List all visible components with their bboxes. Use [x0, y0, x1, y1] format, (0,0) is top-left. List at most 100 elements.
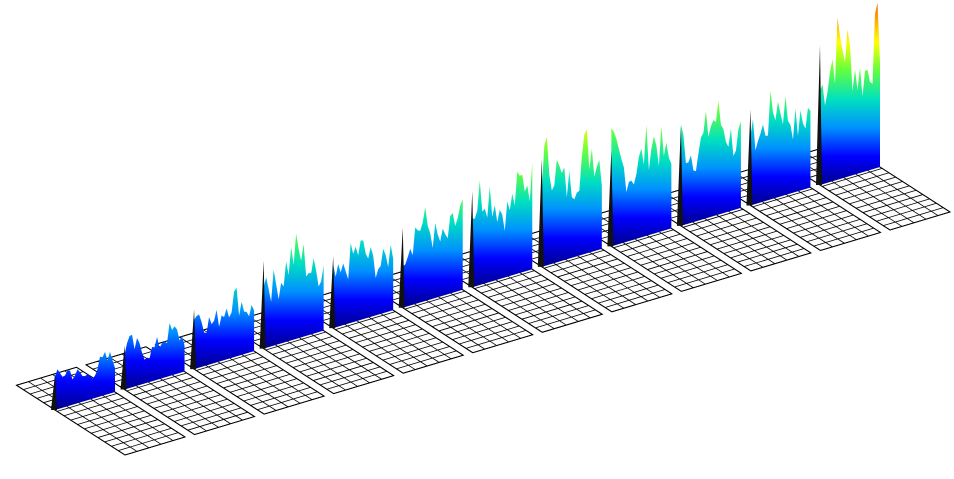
grid-line [445, 258, 555, 330]
grid-line [57, 393, 118, 412]
grid-line [779, 205, 840, 225]
grid-line [591, 280, 652, 300]
wall-edge [746, 109, 753, 206]
grid-line [542, 313, 603, 333]
grid-line [104, 423, 165, 443]
grid-line [97, 419, 158, 438]
spectrum-wall [680, 100, 741, 226]
grid-line [389, 346, 450, 365]
grid-line [710, 226, 771, 246]
grid-line [822, 168, 883, 187]
grid-line [97, 360, 207, 432]
grid-line [174, 403, 235, 422]
wall-edge [816, 45, 822, 185]
wall-edge [51, 374, 57, 410]
grid-line [835, 176, 896, 196]
grid-line [16, 366, 77, 386]
grid-line [487, 279, 549, 298]
grid-line [438, 312, 499, 332]
wall-edge [259, 260, 266, 349]
grid-line [577, 271, 639, 291]
grid-line [793, 214, 854, 234]
grid-line [319, 366, 381, 386]
spectrum-wall [194, 287, 255, 370]
grid-line [543, 249, 605, 269]
grid-line [342, 315, 403, 335]
grid-line [404, 290, 466, 310]
grid-line [167, 398, 228, 418]
grid-line [335, 311, 396, 330]
grid-line [155, 325, 216, 345]
grid-line [326, 370, 387, 390]
spectrum-wall [55, 351, 115, 410]
grid-line [869, 198, 930, 218]
grid-line [799, 218, 861, 238]
grid-line [613, 229, 674, 249]
grid-line [759, 192, 820, 212]
grid-line [820, 232, 881, 251]
grid-line [70, 401, 131, 421]
spectrum-wall [541, 129, 602, 267]
grid-line [508, 292, 569, 311]
wall-edge [190, 309, 197, 370]
grid-line [472, 334, 533, 354]
grid-line [180, 407, 242, 427]
grid-line [681, 272, 742, 292]
grid-line [292, 349, 354, 368]
grid-line [369, 333, 430, 352]
spectrum-wall [124, 323, 185, 390]
grid-line [146, 385, 208, 405]
grid-line [418, 299, 479, 319]
grid-line [640, 246, 701, 266]
grid-line [750, 252, 812, 272]
grid-line [348, 319, 410, 339]
grid-line [243, 382, 304, 402]
grid-line [849, 185, 910, 205]
grid-line [674, 268, 735, 288]
grid-line [828, 172, 890, 192]
spectrum-wall [263, 233, 324, 349]
grid-line [842, 181, 903, 200]
grid-line [63, 397, 125, 417]
grid-line [474, 270, 535, 290]
grid-line [571, 267, 632, 287]
grid-line [250, 386, 311, 406]
grid-line [111, 427, 172, 447]
wall-edge [398, 227, 405, 308]
grid-line [883, 207, 944, 227]
grid-line [223, 369, 284, 389]
grid-line [667, 264, 728, 284]
grid-line [654, 255, 715, 275]
grid-line [272, 336, 333, 355]
grid-line [723, 235, 784, 254]
grid-line [124, 436, 186, 456]
grid-line [696, 217, 757, 237]
grid-line [876, 202, 937, 222]
grid-line [411, 295, 472, 314]
grid-line [723, 176, 833, 248]
grid-line [752, 188, 813, 208]
grid-line [153, 390, 214, 409]
wall-edge [468, 191, 475, 288]
grid-line [90, 414, 152, 434]
grid-line [23, 371, 84, 390]
spectrum-wall [333, 240, 394, 329]
grid-line [126, 372, 187, 392]
grid-line [431, 308, 493, 327]
wall-edge [120, 345, 127, 390]
grid-line [481, 274, 542, 294]
grid-line [501, 287, 562, 307]
grid-line [313, 362, 374, 381]
spectrum-wall [820, 2, 880, 186]
grid-line [459, 325, 520, 345]
grid-line [716, 230, 778, 250]
grid-line [236, 378, 298, 398]
grid-line [452, 321, 513, 341]
grid-line [187, 411, 248, 431]
grid-line [194, 416, 255, 435]
grid-line [730, 239, 791, 259]
grid-line [772, 201, 834, 221]
spectrum-wall [472, 161, 533, 288]
